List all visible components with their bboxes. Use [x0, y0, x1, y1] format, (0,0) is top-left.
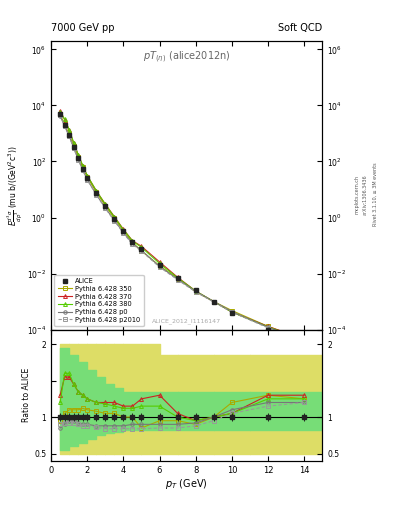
Text: $pT_{(\eta)}$ (alice2012n): $pT_{(\eta)}$ (alice2012n)	[143, 50, 231, 65]
Text: 7000 GeV pp: 7000 GeV pp	[51, 23, 115, 33]
Text: mcplots.cern.ch: mcplots.cern.ch	[354, 175, 359, 214]
Text: ALICE_2012_I1116147: ALICE_2012_I1116147	[152, 318, 221, 324]
X-axis label: $p_T$ (GeV): $p_T$ (GeV)	[165, 477, 208, 492]
Y-axis label: $E\frac{d^3\sigma}{dp^3}$ (mu b/(GeV$^2$c$^3$)): $E\frac{d^3\sigma}{dp^3}$ (mu b/(GeV$^2$…	[6, 145, 24, 226]
Text: Rivet 3.1.10, ≥ 3M events: Rivet 3.1.10, ≥ 3M events	[373, 163, 378, 226]
Y-axis label: Ratio to ALICE: Ratio to ALICE	[22, 368, 31, 422]
Legend: ALICE, Pythia 6.428 350, Pythia 6.428 370, Pythia 6.428 380, Pythia 6.428 p0, Py: ALICE, Pythia 6.428 350, Pythia 6.428 37…	[54, 275, 144, 326]
Text: arXiv:1306.3436: arXiv:1306.3436	[363, 174, 368, 215]
Text: Soft QCD: Soft QCD	[278, 23, 322, 33]
